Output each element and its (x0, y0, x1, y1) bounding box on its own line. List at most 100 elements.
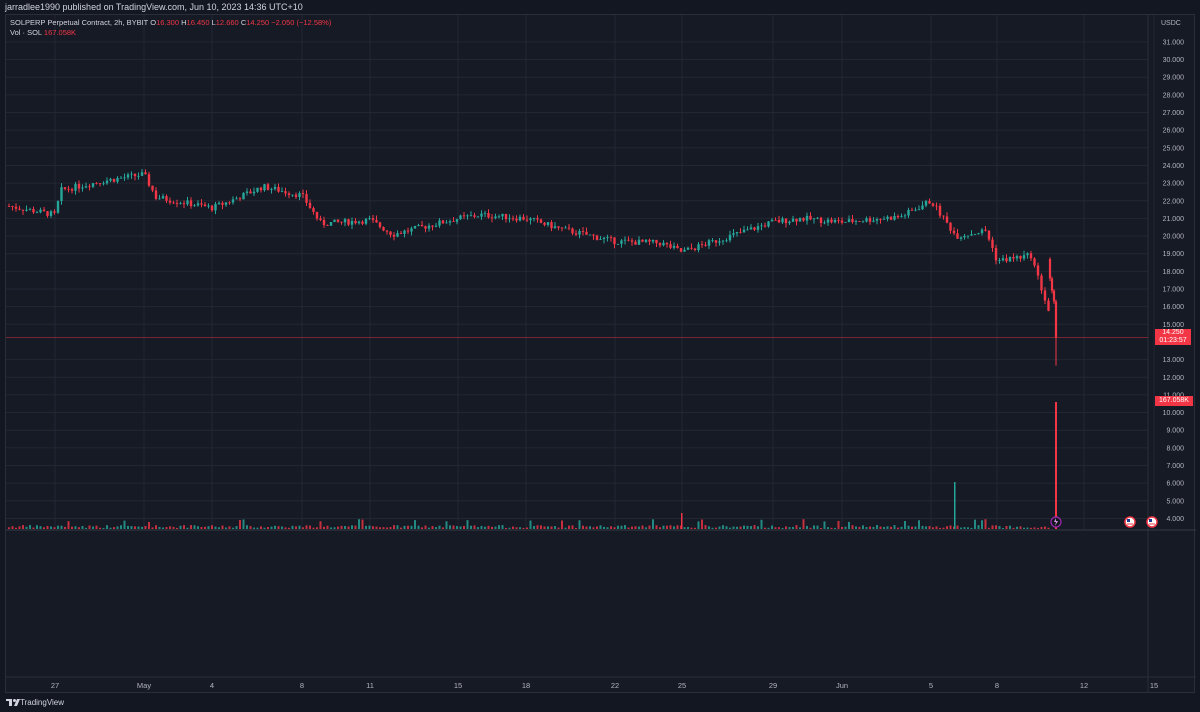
candle-body (998, 260, 1001, 262)
candle-body (396, 233, 399, 237)
volume-bar (239, 519, 241, 529)
price-chart[interactable]: 31.000 30.000 29.000 28.000 27.000 26.000 25.0… (6, 15, 1196, 694)
volume-bar (361, 519, 364, 529)
volume-bar (932, 527, 934, 529)
volume-bar (697, 521, 700, 529)
volume-bar (918, 520, 920, 529)
volume-bar (823, 521, 826, 529)
candle-body (336, 219, 340, 222)
volume-bar (960, 527, 962, 529)
candle-body (959, 237, 963, 239)
time-tick-label: 5 (929, 681, 933, 690)
low-value: 12.660 (215, 18, 239, 27)
volume-bar (533, 525, 535, 529)
candle-body (1019, 256, 1022, 259)
candle-body (606, 237, 609, 238)
candle-body (88, 186, 91, 188)
tradingview-logo-icon (6, 699, 20, 706)
volume-bar (512, 526, 514, 529)
candle-body (616, 243, 620, 245)
candle-body (1047, 300, 1050, 311)
volume-bar (116, 526, 119, 529)
candle-body (193, 205, 196, 207)
volume-bar (1047, 527, 1050, 529)
candle-body (753, 227, 756, 230)
candle-body (196, 203, 200, 206)
candle-body (980, 229, 984, 234)
candle-body (326, 225, 329, 226)
candle-body (473, 215, 476, 217)
volume-bar (995, 525, 997, 529)
volume-bar (718, 526, 721, 529)
candle-body (844, 221, 847, 223)
candle-body (707, 240, 711, 246)
candle-body (186, 200, 189, 205)
volume-bar (634, 526, 637, 529)
chart-pane[interactable]: 31.000 30.000 29.000 28.000 27.000 26.000 25.0… (5, 14, 1196, 694)
volume-bar (519, 527, 521, 529)
price-tick-label: 30.000 (1163, 57, 1185, 64)
candle-body (392, 234, 396, 237)
candle-body (893, 215, 896, 220)
volume-bar (837, 520, 840, 529)
candle-body (1022, 255, 1026, 259)
volume-bar (596, 526, 598, 529)
volume-bar (764, 527, 766, 529)
volume-bar (197, 526, 199, 529)
candle-body (767, 221, 770, 227)
volume-bar (900, 526, 903, 529)
candle-body (242, 192, 245, 200)
volume-bar (613, 527, 616, 529)
candle-body (742, 229, 746, 233)
volume-bar (78, 527, 80, 529)
candle-body (872, 220, 875, 222)
volume-bar (477, 527, 479, 529)
volume-bar (452, 525, 455, 529)
footer-brand[interactable]: TradingView (20, 698, 65, 707)
price-tick-label: 17.000 (1163, 287, 1185, 294)
published-text: jarradlee1990 published on TradingView.c… (5, 2, 303, 12)
candle-body (802, 218, 805, 221)
candle-body (630, 240, 634, 242)
candle-body (728, 234, 732, 241)
price-tick-label: 26.000 (1163, 128, 1185, 135)
volume-bar (921, 525, 924, 529)
candle-body (921, 205, 924, 210)
volume-bar (550, 526, 553, 529)
candle-body (620, 240, 623, 244)
candle-body (284, 191, 287, 194)
volume-bar (319, 521, 322, 529)
candle-body (175, 202, 179, 204)
volume-bar (617, 525, 619, 529)
price-tick-label: 27.000 (1163, 110, 1185, 117)
candle-body (35, 212, 39, 214)
candle-body (116, 178, 119, 182)
candle-body (931, 203, 935, 206)
volume-bar (998, 526, 1001, 529)
volume-value: 167.058K (43, 28, 77, 37)
time-tick-label: 8 (300, 681, 304, 690)
candle-body (158, 198, 161, 200)
volume-bar (463, 525, 465, 529)
volume-bar (36, 525, 38, 529)
volume-bar (288, 527, 290, 529)
volume-bar (155, 525, 157, 529)
volume-bar (568, 525, 570, 529)
candle-body (434, 225, 438, 227)
candle-body (977, 233, 980, 235)
volume-bar (956, 525, 959, 529)
candle-body (102, 183, 105, 185)
candle-body (868, 218, 872, 222)
volume-bar (603, 526, 605, 529)
volume-bar (442, 527, 444, 529)
volume-bar (127, 525, 129, 529)
candle-body (221, 202, 224, 205)
volume-bar (683, 527, 686, 529)
candle-body (28, 209, 32, 210)
candle-body (137, 175, 140, 177)
volume-bar (809, 527, 812, 529)
volume-bar (571, 525, 574, 529)
candle-body (494, 216, 497, 219)
volume-bar (274, 525, 276, 529)
close-label: C (240, 18, 247, 27)
